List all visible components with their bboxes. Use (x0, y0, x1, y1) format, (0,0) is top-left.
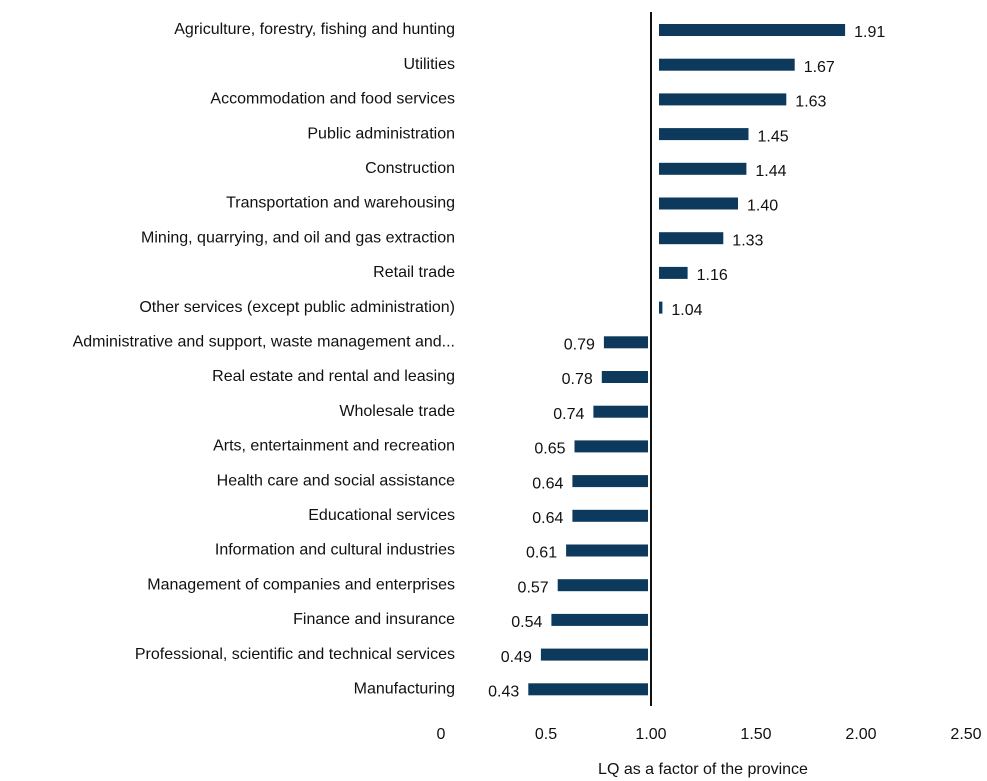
value-label: 0.54 (511, 614, 542, 631)
y-tick-label: Accommodation and food services (210, 91, 455, 108)
value-label: 1.45 (758, 128, 789, 145)
y-tick-label: Wholesale trade (339, 403, 455, 420)
bar (572, 475, 648, 488)
value-label: 1.33 (732, 232, 763, 249)
value-label: 1.67 (804, 59, 835, 76)
bar (659, 162, 747, 175)
y-tick-label: Arts, entertainment and recreation (213, 438, 455, 455)
x-tick-label: 2.00 (845, 726, 876, 743)
x-tick-label: 0 (437, 726, 446, 743)
bar (659, 197, 738, 210)
y-tick-label: Other services (except public administra… (139, 299, 455, 316)
bar (601, 371, 648, 383)
bar (574, 440, 648, 453)
bar (566, 544, 648, 557)
value-label: 0.57 (518, 579, 549, 596)
bar (659, 24, 846, 36)
bar (540, 648, 648, 661)
bar (603, 336, 648, 349)
value-label: 0.43 (488, 684, 519, 701)
x-tick-label: 2.50 (950, 726, 981, 743)
value-label: 1.16 (697, 267, 728, 284)
value-label: 1.91 (854, 24, 885, 41)
y-tick-label: Finance and insurance (293, 611, 455, 628)
bar (659, 301, 663, 314)
y-tick-label: Educational services (308, 507, 455, 524)
value-label: 0.61 (526, 545, 557, 562)
y-tick-label: Construction (365, 160, 455, 177)
bar (659, 232, 724, 245)
value-label: 0.49 (501, 649, 532, 666)
x-axis-title: LQ as a factor of the province (598, 761, 808, 778)
y-tick-label: Mining, quarrying, and oil and gas extra… (141, 229, 455, 246)
y-tick-label: Administrative and support, waste manage… (73, 334, 455, 351)
value-label: 1.04 (671, 302, 702, 319)
y-tick-label: Health care and social assistance (217, 472, 455, 489)
value-label: 1.44 (755, 163, 786, 180)
y-tick-label: Manufacturing (354, 681, 455, 698)
value-label: 1.40 (747, 198, 778, 215)
y-tick-label: Transportation and warehousing (226, 195, 455, 212)
value-label: 1.63 (795, 94, 826, 111)
y-tick-label: Professional, scientific and technical s… (135, 646, 455, 663)
value-label: 0.74 (553, 406, 584, 423)
bar (659, 266, 688, 279)
value-label: 0.78 (562, 371, 593, 388)
y-tick-label: Retail trade (373, 264, 455, 281)
x-tick-label: 1.50 (740, 726, 771, 743)
value-label: 0.79 (564, 337, 595, 354)
value-label: 0.65 (534, 441, 565, 458)
y-tick-label: Real estate and rental and leasing (212, 368, 455, 385)
bar (557, 579, 648, 592)
y-tick-label: Utilities (403, 56, 455, 73)
y-tick-label: Management of companies and enterprises (147, 576, 455, 593)
y-tick-label: Public administration (307, 125, 455, 142)
bar (528, 683, 648, 696)
bar (659, 93, 787, 106)
y-tick-label: Information and cultural industries (215, 542, 455, 559)
bar (659, 58, 795, 71)
x-tick-label: 1.00 (635, 726, 666, 743)
x-tick-label: 0.5 (535, 726, 557, 743)
bar (572, 509, 648, 522)
value-label: 0.64 (532, 510, 563, 527)
bar (659, 128, 749, 141)
y-tick-label: Agriculture, forestry, fishing and hunti… (174, 21, 455, 38)
bar (593, 405, 648, 418)
value-label: 0.64 (532, 475, 563, 492)
bar (551, 613, 648, 626)
